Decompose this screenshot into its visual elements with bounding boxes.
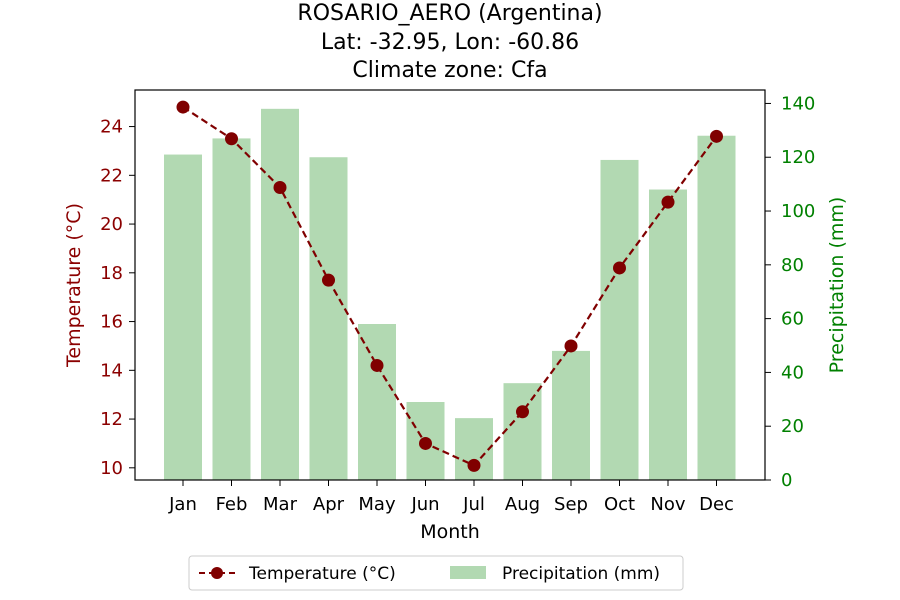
left-tick-label: 18 (100, 263, 123, 284)
x-tick-label: Oct (604, 494, 635, 515)
temperature-series-line (182, 106, 718, 467)
legend: Temperature (°C) Precipitation (mm) (188, 555, 684, 591)
temperature-point-jun (419, 436, 432, 450)
precipitation-bar-oct (600, 159, 639, 480)
precipitation-bar-jan (164, 154, 202, 480)
temperature-line (176, 100, 723, 472)
legend-precipitation-label: Precipitation (mm) (502, 564, 660, 584)
chart-title-line-1: ROSARIO_AERO (Argentina) (297, 1, 602, 26)
temperature-point-dec (710, 129, 723, 143)
temperature-point-jul (467, 458, 481, 472)
precipitation-bar-aug (503, 383, 542, 480)
left-axis-ticks: 10 12 14 16 18 20 22 24 (100, 117, 135, 479)
temperature-point-sep (564, 339, 578, 353)
left-tick-label: 20 (100, 214, 123, 235)
x-tick-label: Feb (216, 494, 248, 515)
left-tick-label: 10 (100, 458, 123, 479)
right-axis-ticks: 0 20 40 60 80 100 120 140 (765, 93, 815, 491)
precipitation-bar-mar (261, 108, 299, 481)
right-tick-label: 20 (781, 416, 804, 437)
temperature-point-aug (516, 405, 529, 419)
legend-temperature-marker-icon (211, 567, 223, 579)
x-tick-label: Jul (462, 494, 485, 515)
temperature-point-oct (613, 261, 626, 275)
left-tick-label: 14 (100, 360, 123, 381)
x-axis-label: Month (420, 521, 480, 543)
precipitation-bar-may (358, 324, 396, 480)
left-axis-label: Temperature (°C) (63, 203, 85, 368)
right-tick-label: 140 (781, 93, 815, 114)
precipitation-bar-apr (309, 157, 348, 480)
right-tick-label: 40 (781, 362, 804, 383)
precipitation-bars (164, 108, 736, 481)
right-tick-label: 0 (781, 470, 792, 491)
x-axis-ticks: Jan Feb Mar Apr May Jun Jul Aug Sep Oct Nov Dec (168, 480, 734, 515)
temperature-point-nov (661, 195, 675, 209)
right-tick-label: 80 (781, 255, 804, 276)
plot-frame (134, 89, 766, 481)
left-tick-label: 16 (100, 312, 123, 333)
precipitation-bar-nov (649, 189, 687, 480)
x-tick-label: Jun (410, 494, 439, 515)
precipitation-bar-sep (552, 350, 590, 480)
left-tick-label: 22 (100, 165, 123, 186)
precipitation-bar-feb (212, 138, 251, 480)
temperature-point-apr (322, 273, 335, 287)
x-tick-label: May (358, 494, 396, 515)
x-tick-label: Nov (650, 494, 685, 515)
x-tick-label: Mar (263, 494, 298, 515)
temperature-point-feb (225, 132, 238, 146)
right-tick-label: 60 (781, 309, 804, 330)
x-tick-label: Jan (168, 494, 197, 515)
left-tick-label: 12 (100, 409, 123, 430)
chart-title-line-3: Climate zone: Cfa (352, 58, 547, 83)
temperature-point-may (370, 358, 384, 372)
right-axis-label: Precipitation (mm) (826, 197, 848, 374)
temperature-point-jan (176, 100, 190, 114)
temperature-point-mar (273, 181, 287, 194)
precipitation-bar-dec (697, 135, 736, 481)
right-tick-label: 100 (781, 201, 815, 222)
chart-title-line-2: Lat: -32.95, Lon: -60.86 (321, 30, 579, 55)
left-tick-label: 24 (100, 117, 123, 138)
x-tick-label: Apr (313, 494, 345, 515)
legend-precipitation-swatch-icon (450, 566, 486, 579)
legend-box (188, 555, 684, 591)
legend-temperature-label: Temperature (°C) (248, 564, 396, 584)
right-tick-label: 120 (781, 147, 815, 168)
x-tick-label: Aug (505, 494, 540, 515)
x-tick-label: Sep (554, 494, 588, 515)
x-tick-label: Dec (699, 494, 734, 515)
